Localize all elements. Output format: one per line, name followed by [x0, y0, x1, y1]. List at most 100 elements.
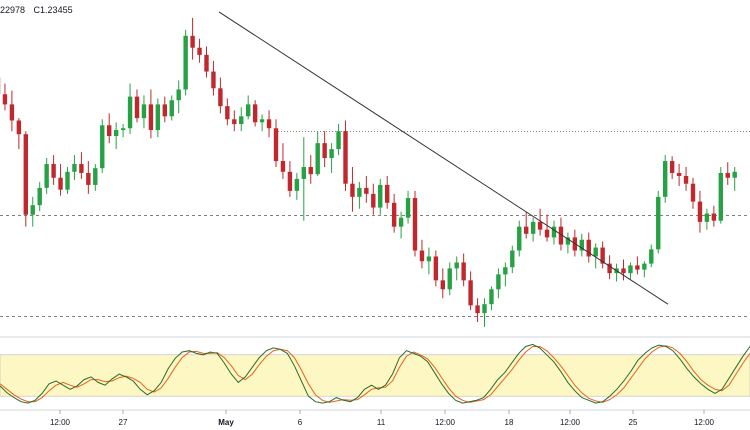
candle-body [635, 265, 640, 270]
stochastic-band [0, 354, 750, 397]
candle-body [58, 177, 63, 190]
candle-body [690, 183, 696, 202]
candle-body [294, 178, 300, 191]
candle-body [329, 149, 334, 159]
candle-body [385, 184, 390, 203]
candle-body [183, 35, 188, 90]
candle-body [551, 226, 557, 238]
time-axis: 12:00 27 May 6 11 12:00 18 12:00 25 12:00 [50, 410, 715, 427]
candle-body [412, 198, 418, 251]
x-tick-label: 12:00 [435, 418, 456, 427]
candle-body [510, 250, 515, 268]
candle-body [600, 247, 605, 264]
candle-body [252, 104, 258, 123]
candle-body [697, 201, 703, 222]
candle-body [663, 161, 668, 197]
candle-body [357, 187, 362, 197]
candle-body [232, 119, 237, 125]
candle-body [544, 229, 550, 238]
candle-body [336, 131, 341, 150]
x-tick-label: 27 [119, 418, 128, 427]
candle-body [607, 263, 612, 274]
candle-body [628, 265, 633, 274]
candle-body [725, 172, 730, 178]
candle-body [23, 134, 28, 215]
x-tick-label: 12:00 [560, 418, 581, 427]
candle-body [461, 262, 466, 281]
candle-body [489, 289, 494, 305]
candle-body [155, 104, 161, 131]
candle-body [308, 167, 313, 175]
candle-body [190, 35, 195, 48]
candle-body [343, 131, 348, 184]
candle-body [482, 304, 487, 314]
candle-body [134, 96, 140, 119]
candle-body [16, 120, 22, 135]
candle-body [107, 125, 112, 136]
stochastic-pane [0, 343, 750, 411]
candle-body [378, 184, 383, 208]
price-pane [0, 11, 750, 338]
candle-body [676, 172, 682, 176]
candle-body [426, 256, 432, 262]
candle-body [30, 205, 35, 215]
candle-body [565, 237, 571, 245]
candle-body [225, 106, 230, 120]
candle-body [301, 167, 306, 179]
candle-body [350, 183, 355, 197]
candle-body [9, 104, 15, 121]
candle-body [586, 239, 591, 257]
ohlc-close: C1.23455 [33, 5, 73, 15]
candle-body [496, 274, 501, 290]
candle-body [113, 130, 119, 136]
candle-body [621, 268, 626, 274]
x-tick-label: 11 [377, 418, 386, 427]
candle-body [65, 171, 70, 190]
candle-body [530, 221, 536, 234]
candle-body [79, 164, 84, 173]
candle-body [100, 125, 105, 169]
candle-body [364, 187, 369, 194]
candle-body [503, 267, 508, 275]
candle-body [579, 239, 584, 251]
candle-body [711, 213, 717, 221]
candle-body [176, 89, 181, 101]
stochastic-k-line [0, 343, 750, 404]
candle-body [239, 116, 244, 125]
candle-body [371, 193, 376, 208]
candle-body [315, 143, 320, 175]
candle-body [204, 54, 209, 72]
candle-body [246, 104, 251, 117]
candle-body [524, 226, 529, 234]
x-tick-label: 6 [298, 418, 303, 427]
candle-body [419, 250, 425, 262]
candle-body [558, 226, 564, 245]
candle-body [169, 100, 174, 117]
candle-body [51, 164, 56, 178]
candle-body [259, 119, 265, 123]
trendline [218, 11, 669, 305]
candle-body [475, 305, 480, 314]
candle-body [211, 71, 216, 89]
candle-body [704, 213, 710, 222]
candle-body [162, 104, 167, 117]
x-tick-label: 18 [505, 418, 514, 427]
candle-body [593, 247, 598, 257]
candle-body [683, 175, 689, 184]
candle-body [718, 172, 723, 221]
candle-body [656, 196, 661, 250]
candle-body [44, 164, 49, 188]
candle-body [86, 172, 91, 185]
x-tick-label: May [218, 418, 234, 427]
candle-body [517, 226, 522, 251]
candle-body [287, 171, 293, 191]
candle-body [280, 161, 286, 172]
ohlc-readout: 22978 C1.23455 [0, 5, 79, 15]
candle-body [447, 268, 452, 290]
candle-body [649, 249, 654, 264]
candle-body [405, 198, 411, 218]
candle-body [642, 263, 647, 270]
x-tick-label: 25 [629, 418, 638, 427]
